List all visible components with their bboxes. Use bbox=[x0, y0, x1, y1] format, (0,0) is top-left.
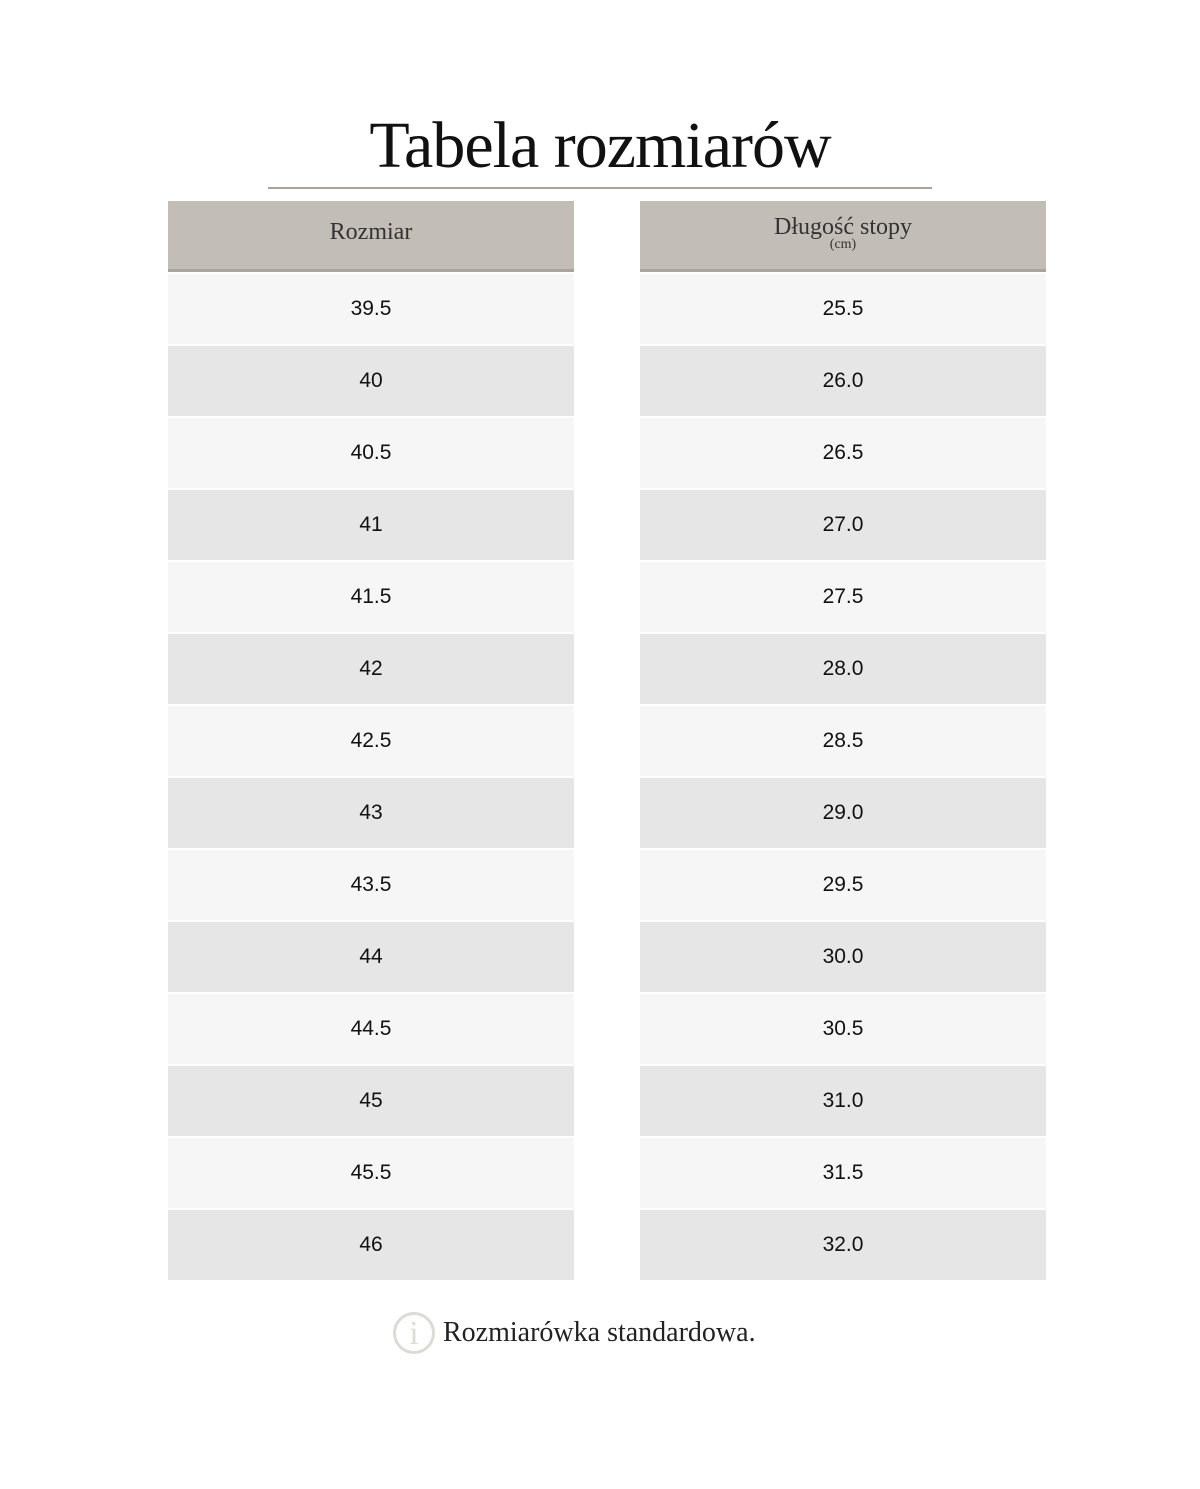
foot-length-cell: 30.0 bbox=[640, 920, 1046, 992]
size-note: i Rozmiarówka standardowa. bbox=[393, 1312, 756, 1354]
size-cell: 43.5 bbox=[168, 848, 574, 920]
foot-length-header-label: Długość stopy bbox=[774, 214, 912, 240]
foot-length-cell: 28.0 bbox=[640, 632, 1046, 704]
size-cell: 40.5 bbox=[168, 416, 574, 488]
size-cell: 46 bbox=[168, 1208, 574, 1280]
size-cell: 42 bbox=[168, 632, 574, 704]
foot-length-cell: 28.5 bbox=[640, 704, 1046, 776]
size-cell: 44.5 bbox=[168, 992, 574, 1064]
foot-length-cell: 29.0 bbox=[640, 776, 1046, 848]
foot-length-cell: 29.5 bbox=[640, 848, 1046, 920]
foot-length-cell: 32.0 bbox=[640, 1208, 1046, 1280]
foot-length-column: Długość stopy (cm) 25.5 26.0 26.5 27.0 27.5 2… bbox=[640, 201, 1046, 1280]
size-header-label: Rozmiar bbox=[329, 219, 413, 245]
foot-length-cell: 25.5 bbox=[640, 272, 1046, 344]
size-cell: 44 bbox=[168, 920, 574, 992]
foot-length-cell: 26.5 bbox=[640, 416, 1046, 488]
size-cell: 40 bbox=[168, 344, 574, 416]
note-text: Rozmiarówka standardowa. bbox=[443, 1317, 756, 1348]
size-cell: 43 bbox=[168, 776, 574, 848]
info-icon: i bbox=[393, 1312, 435, 1354]
foot-length-cell: 30.5 bbox=[640, 992, 1046, 1064]
size-cell: 42.5 bbox=[168, 704, 574, 776]
foot-length-cell: 27.5 bbox=[640, 560, 1046, 632]
size-cell: 41.5 bbox=[168, 560, 574, 632]
size-column: Rozmiar 39.5 40 40.5 41 41.5 42 42.5 43 43.5 44 44… bbox=[168, 201, 574, 1280]
size-column-header: Rozmiar bbox=[168, 201, 574, 272]
foot-length-unit-label: (cm) bbox=[829, 237, 857, 252]
foot-length-cell: 27.0 bbox=[640, 488, 1046, 560]
title-divider bbox=[268, 187, 932, 189]
size-cell: 45 bbox=[168, 1064, 574, 1136]
size-cell: 39.5 bbox=[168, 272, 574, 344]
foot-length-cell: 26.0 bbox=[640, 344, 1046, 416]
size-cell: 45.5 bbox=[168, 1136, 574, 1208]
foot-length-cell: 31.0 bbox=[640, 1064, 1046, 1136]
foot-length-rows: 25.5 26.0 26.5 27.0 27.5 28.0 28.5 29.0 29.5 30.0… bbox=[640, 272, 1046, 1280]
size-cell: 41 bbox=[168, 488, 574, 560]
page-title: Tabela rozmiarów bbox=[369, 109, 831, 182]
size-rows: 39.5 40 40.5 41 41.5 42 42.5 43 43.5 44 44.5 45 45.5… bbox=[168, 272, 574, 1280]
foot-length-cell: 31.5 bbox=[640, 1136, 1046, 1208]
foot-length-column-header: Długość stopy (cm) bbox=[640, 201, 1046, 272]
